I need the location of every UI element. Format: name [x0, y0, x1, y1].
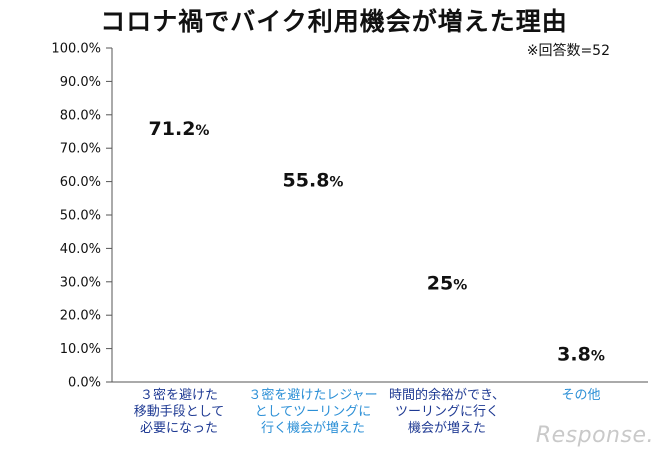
y-tick-label: 100.0%: [51, 42, 101, 57]
value-label-unit: %: [453, 278, 467, 294]
value-label-number: 3.8: [557, 343, 591, 365]
motorcycle-icon: [285, 352, 341, 381]
x-category-label: としてツーリングに: [255, 405, 372, 420]
value-label-number: 71.2: [149, 118, 196, 140]
motorcycle-icon: [419, 318, 475, 348]
y-tick-label: 10.0%: [60, 342, 101, 357]
x-category-label: 行く機会が増えた: [261, 421, 365, 436]
y-tick-label: 20.0%: [60, 309, 101, 324]
value-label-number: 25: [427, 273, 453, 295]
y-tick-label: 90.0%: [60, 75, 101, 90]
value-label-unit: %: [591, 348, 605, 364]
x-category-label: 必要になった: [140, 421, 218, 436]
motorcycle-icon: [285, 252, 341, 281]
motorcycle-icon: [285, 285, 341, 314]
x-category-label: 機会が増えた: [408, 421, 486, 436]
value-label: 71.2%: [149, 118, 210, 140]
y-tick-label: 70.0%: [60, 142, 101, 157]
chart-title: コロナ禍でバイク利用機会が増えた理由: [100, 7, 568, 36]
y-tick-label: 60.0%: [60, 175, 101, 190]
x-category-label: ３密を避けたレジャー: [248, 387, 377, 403]
value-label-unit: %: [195, 123, 209, 139]
motorcycle-icon: [419, 352, 475, 381]
value-label-unit: %: [329, 175, 343, 191]
respondent-count-note: ※回答数=52: [526, 43, 610, 59]
motorcycle-icon: [285, 318, 341, 348]
motorcycle-icon: [151, 318, 207, 348]
value-label: 55.8%: [283, 170, 344, 192]
x-category-label: 時間的余裕ができ、: [389, 387, 505, 403]
bar-1: [151, 144, 207, 381]
value-label-number: 55.8: [283, 170, 330, 192]
motorcycle-icon: [151, 151, 207, 181]
value-label: 25%: [427, 273, 467, 295]
y-tick-label: 30.0%: [60, 275, 101, 290]
x-category-label: その他: [561, 388, 600, 403]
y-tick-label: 40.0%: [60, 242, 101, 257]
value-label: 3.8%: [557, 343, 605, 365]
motorcycle-icon: [151, 352, 207, 381]
x-category-label: ３密を避けた: [140, 387, 218, 403]
y-tick-label: 80.0%: [60, 108, 101, 123]
motorcycle-icon: [285, 218, 341, 248]
x-category-label: 移動手段として: [134, 405, 225, 420]
motorcycle-icon: [151, 218, 207, 248]
y-tick-label: 50.0%: [60, 209, 101, 224]
bar-3: [419, 298, 475, 381]
motorcycle-icon: [151, 185, 207, 214]
motorcycle-icon: [151, 285, 207, 314]
bar-2: [285, 195, 341, 381]
motorcycle-icon: [151, 252, 207, 281]
x-category-label: ツーリングに行く: [395, 405, 499, 420]
response-watermark: Response.: [535, 423, 654, 448]
y-tick-label: 0.0%: [68, 376, 101, 391]
